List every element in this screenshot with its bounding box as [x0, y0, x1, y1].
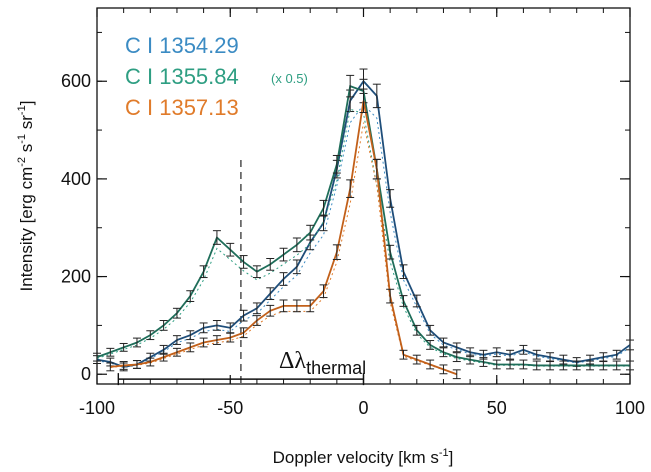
x-tick-label: 100	[615, 398, 645, 418]
x-tick-label: 0	[358, 398, 368, 418]
series-line	[96, 84, 630, 367]
series-line	[96, 79, 631, 368]
y-axis-title: Intensity [erg cm-2 s-1 sr-1]	[16, 101, 36, 292]
series-line	[110, 100, 458, 376]
series-dotted-line	[96, 103, 631, 369]
series-3	[106, 88, 461, 380]
x-axis-title: Doppler velocity [km s-1]	[273, 447, 454, 467]
x-axis-title-end: ]	[449, 448, 454, 467]
thermal-label: Δλthermal	[279, 348, 366, 378]
series-dotted-line	[96, 108, 630, 367]
thermal-label-sub: thermal	[306, 358, 366, 378]
legend-entry-2-note: (x 0.5)	[271, 71, 308, 86]
x-tick-labels: -100 -50 0 50 100	[79, 398, 645, 418]
legend-entry-1: C I 1354.29	[125, 33, 239, 58]
y-axis-title-mid1: s	[17, 144, 36, 157]
y-axis-title-main: Intensity [erg cm	[17, 167, 36, 292]
x-axis-title-sup: -1	[439, 447, 449, 459]
legend-entry-2: C I 1355.84	[125, 64, 239, 89]
thermal-width-bar	[117, 373, 365, 386]
legend: C I 1354.29 C I 1355.84 (x 0.5) C I 1357…	[125, 33, 308, 120]
x-tick-label: -100	[79, 398, 115, 418]
y-tick-label: 200	[61, 267, 91, 287]
axis-ticks	[96, 8, 631, 384]
y-axis-title-mid2: sr	[17, 115, 36, 134]
y-tick-labels: 0 200 400 600	[61, 71, 91, 384]
x-axis-title-main: Doppler velocity [km s	[273, 448, 439, 467]
y-axis-title-sup2: -1	[16, 134, 28, 144]
x-tick-label: -50	[217, 398, 243, 418]
y-axis-title-sup1: -2	[16, 157, 28, 167]
y-tick-label: 600	[61, 71, 91, 91]
y-axis-title-end: ]	[17, 101, 36, 106]
legend-entry-3: C I 1357.13	[125, 95, 239, 120]
x-tick-label: 50	[487, 398, 507, 418]
y-axis-title-sup3: -1	[16, 105, 28, 115]
y-tick-label: 0	[81, 364, 91, 384]
y-tick-label: 400	[61, 169, 91, 189]
series-layer	[93, 68, 634, 380]
thermal-label-main: Δλ	[279, 348, 306, 374]
